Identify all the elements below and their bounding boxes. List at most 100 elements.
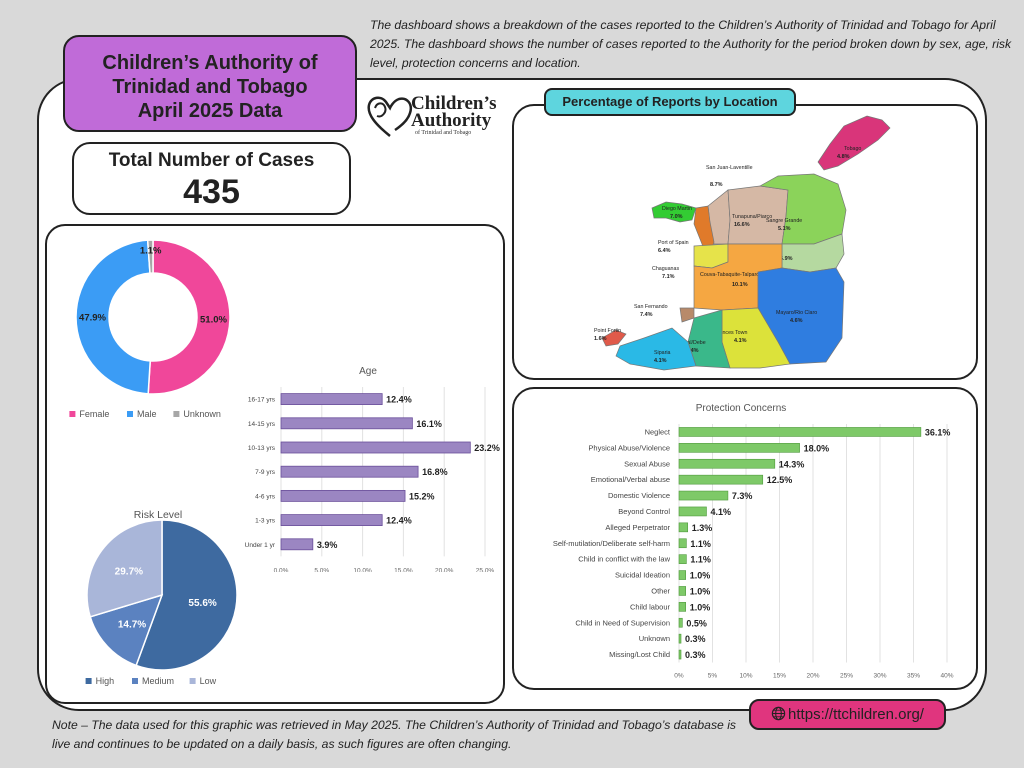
protection-value-label: 1.1% — [690, 539, 711, 549]
risk-value-label: 55.6% — [188, 598, 216, 609]
protection-bar — [678, 506, 707, 517]
age-value-label: 12.4% — [386, 516, 412, 526]
protection-bar — [678, 602, 686, 612]
protection-value-label: 1.0% — [690, 602, 711, 612]
protection-tick-label: 15% — [773, 673, 786, 680]
age-value-label: 16.1% — [416, 419, 442, 429]
protection-value-label: 0.3% — [685, 650, 706, 660]
sex-value-label: 51.0% — [200, 314, 227, 325]
protection-category-label: Other — [651, 586, 670, 595]
protection-tick-label: 25% — [840, 673, 853, 680]
map-region-san-fernando — [679, 307, 695, 323]
dashboard-title: Children’s Authority of Trinidad and Tob… — [63, 35, 357, 132]
protection-concerns-chart: Protection Concerns 0% 5% 10% 15% 20% 25% 30% 35… — [553, 403, 954, 680]
footnote: Note – The data used for this graphic wa… — [52, 718, 737, 751]
protection-tick-label: 20% — [806, 673, 819, 680]
map-region-value: 7.1% — [662, 274, 675, 280]
age-tick-label: 0.0% — [274, 567, 289, 572]
protection-tick-label: 0% — [674, 673, 684, 680]
age-value-label: 15.2% — [409, 491, 435, 501]
protection-bar — [678, 538, 687, 549]
sex-slice-unknown — [146, 239, 154, 274]
legend-swatch-medium — [132, 678, 138, 684]
protection-category-label: Domestic Violence — [608, 491, 670, 500]
protection-value-label: 18.0% — [804, 443, 830, 453]
legend-swatch-female — [69, 411, 76, 417]
map-region-name: Chaguanas — [652, 266, 679, 272]
legend-swatch-high — [85, 678, 92, 684]
legend-label-medium: Medium — [142, 676, 174, 686]
legend-swatch-male — [127, 411, 133, 417]
age-category-label: 4-6 yrs — [255, 493, 276, 500]
map-region-name: Penal/Debe — [678, 340, 706, 346]
protection-category-label: Alleged Perpetrator — [605, 523, 670, 532]
risk-slice-high — [135, 519, 238, 671]
age-value-label: 23.2% — [474, 443, 500, 453]
map-region-name: Point Fortin — [594, 328, 621, 334]
map-region-value: 5.1% — [778, 226, 791, 232]
map-region-name: Siparia — [654, 350, 671, 356]
age-bar — [280, 489, 406, 502]
protection-value-label: 0.3% — [685, 634, 706, 644]
protection-bar — [678, 474, 764, 485]
map-region-value: 4.6% — [790, 318, 803, 324]
protection-value-label: 7.3% — [732, 491, 753, 501]
map-region-name: Couva-Tabaquite-Talparo — [700, 272, 759, 278]
legend-swatch-low — [189, 678, 196, 684]
risk-chart-title: Risk Level — [134, 509, 182, 521]
map-region-point-fortin — [601, 329, 627, 347]
age-tick-label: 25.0% — [476, 567, 495, 572]
protection-bar — [678, 570, 686, 580]
protection-category-label: Suicidal Ideation — [615, 571, 670, 580]
location-title: Percentage of Reports by Location — [544, 88, 796, 116]
intro-text: The dashboard shows a breakdown of the c… — [370, 18, 1012, 70]
risk-slice-medium — [89, 593, 164, 667]
legend-swatch-unknown — [173, 411, 180, 417]
protection-bar — [678, 649, 682, 660]
protection-bar — [678, 617, 683, 628]
age-bar — [280, 441, 471, 454]
protection-value-label: 1.3% — [692, 523, 713, 533]
protection-category-label: Sexual Abuse — [624, 459, 670, 468]
map-region-value: 7.0% — [670, 214, 683, 220]
map-region-siparia — [615, 327, 697, 371]
age-category-label: 7-9 yrs — [255, 469, 276, 476]
title-line-3: April 2025 Data — [137, 100, 283, 122]
map-region-value: 3.4% — [686, 348, 699, 354]
protection-chart-title: Protection Concerns — [696, 403, 787, 414]
legend-label-female: Female — [79, 409, 109, 419]
sex-slice-female — [147, 239, 231, 395]
age-category-label: 1-3 yrs — [255, 518, 276, 525]
map-region-name: Diego Martin — [662, 206, 692, 212]
map-region-name: Sangre Grande — [766, 218, 802, 224]
total-cases-value: 435 — [183, 173, 240, 211]
sex-value-label: 1.1% — [140, 246, 162, 257]
map-region-name: Port of Spain — [658, 240, 689, 246]
protection-category-label: Physical Abuse/Violence — [588, 443, 670, 452]
map-region-name: Tobago — [844, 146, 861, 152]
legend-label-high: High — [96, 676, 115, 686]
protection-category-label: Child labour — [630, 602, 671, 611]
protection-bar — [678, 633, 682, 644]
logo-line-3: of Trinidad and Tobago — [415, 130, 472, 136]
protection-category-label: Beyond Control — [618, 507, 670, 516]
map-region-value: 1.6% — [594, 336, 607, 342]
protection-category-label: Child in Need of Supervision — [575, 618, 670, 627]
map-region-name: Mayaro/Rio Claro — [776, 310, 817, 316]
sex-slice-male — [75, 239, 152, 395]
website-link[interactable]: https://ttchildren.org/ — [749, 699, 946, 730]
risk-slice-low — [86, 519, 163, 618]
logo-line-2: Authority — [411, 110, 492, 131]
map-region-tobago — [817, 115, 891, 171]
protection-value-label: 36.1% — [925, 427, 951, 437]
protection-category-label: Missing/Lost Child — [609, 650, 670, 659]
protection-tick-label: 40% — [940, 673, 953, 680]
age-tick-label: 20.0% — [435, 567, 454, 572]
title-line-2: Trinidad and Tobago — [112, 76, 308, 98]
map-region-name: San Fernando — [634, 304, 668, 310]
protection-category-label: Child in conflict with the law — [578, 555, 670, 564]
protection-value-label: 14.3% — [779, 459, 805, 469]
sex-value-label: 47.9% — [79, 313, 106, 324]
legend-label-male: Male — [137, 409, 157, 419]
globe-icon — [771, 706, 786, 721]
